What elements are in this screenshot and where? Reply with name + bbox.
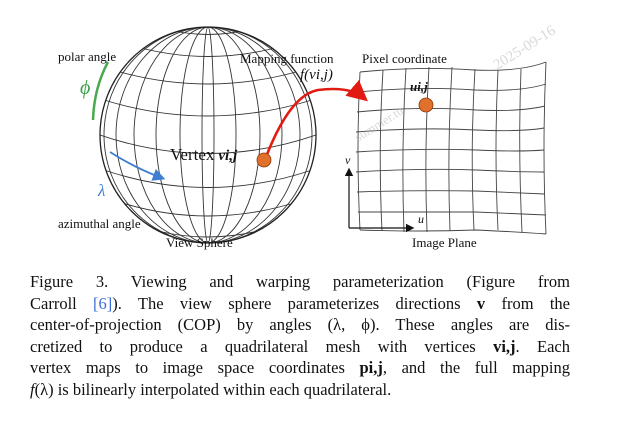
caption-vector: pi,j [359,358,383,377]
vertex-label: Vertex vi,j [170,146,237,164]
pixel-symbol: ui,j [410,79,428,94]
caption-line-1: Figure 3. Viewing and warping parameteri… [30,272,570,291]
caption-text: from the [485,293,570,313]
caption-text: vertex maps to image space coordinates [30,358,360,377]
vertex-point [256,152,272,168]
caption-text: (λ) is bilinearly interpolated within ea… [34,379,392,399]
lambda-symbol: λ [98,181,106,200]
polar-angle-arrow [91,61,110,121]
image-plane-grid [355,61,547,235]
caption-vector: v [476,293,486,313]
phi-symbol: ϕ [80,77,91,99]
figure-diagram [91,26,547,244]
vertex-text: Vertex [170,145,215,164]
view-sphere-label: View Sphere [166,235,233,250]
azimuthal-angle-label: azimuthal angle [58,216,141,231]
mapping-function-label: Mapping function [240,51,334,66]
caption-function: f [30,379,35,399]
vertex-symbol: vi,j [218,148,238,164]
u-axis-label: u [418,212,424,226]
figure-caption: Figure 3. Viewing and warping parameteri… [30,271,570,400]
caption-vector: vi,j [493,336,516,356]
pixel-coordinate-label: Pixel coordinate [362,51,447,66]
caption-text: ). The view sphere parameterizes directi… [112,293,477,313]
mapping-function-symbol: f(vi,j) [300,67,333,83]
caption-text: Carroll [30,293,94,313]
caption-text: cretized to produce a quadrilateral mesh… [30,336,494,356]
polar-angle-label: polar angle [58,49,117,64]
citation-link[interactable]: [6] [93,293,113,313]
figure-3: 2025-09-16 summer.tu polar angle ϕ λ azi… [58,23,559,250]
caption-text: , and the full mapping [382,358,570,377]
caption-text: . Each [515,336,570,356]
azimuthal-angle-arrow [109,151,166,181]
caption-line-5: vertex maps to image space coordinates p… [30,357,570,379]
mapping-arrow [264,79,368,158]
caption-line-6: f(λ) is bilinearly interpolated within e… [30,379,570,401]
caption-line-4: cretized to produce a quadrilateral mesh… [30,336,570,358]
image-plane-label: Image Plane [412,235,477,250]
caption-line-2: Carroll [6]). The view sphere parameteri… [30,293,570,315]
v-axis-label: v [345,153,351,167]
caption-line-3: center-of-projection (COP) by angles (λ,… [30,315,570,334]
pixel-point [418,97,434,113]
